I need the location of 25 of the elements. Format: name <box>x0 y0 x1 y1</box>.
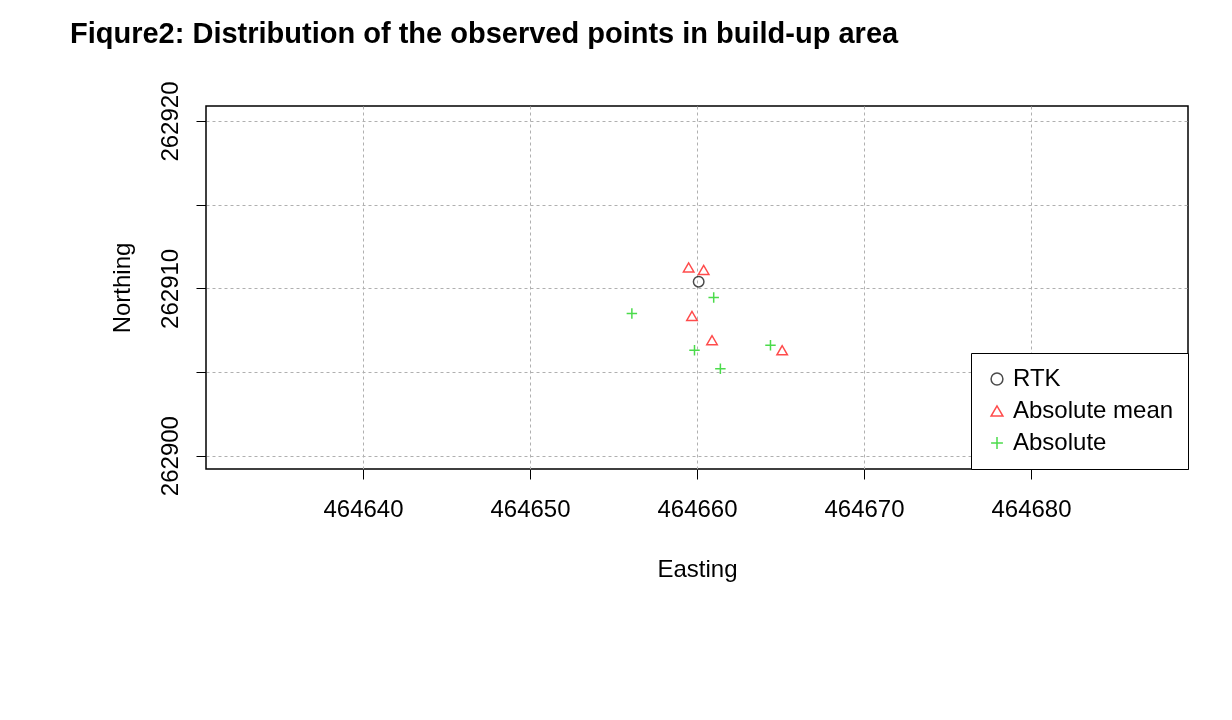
point <box>686 310 698 322</box>
y-tick-label: 262920 <box>155 81 183 162</box>
point <box>625 307 638 320</box>
point <box>692 275 705 288</box>
y-tick-label: 262910 <box>155 248 183 329</box>
x-tick-label: 464660 <box>657 494 738 522</box>
x-tick-label: 464670 <box>824 494 905 522</box>
x-tick-label: 464640 <box>323 494 404 522</box>
x-tick-label: 464680 <box>991 494 1072 522</box>
point <box>776 344 789 356</box>
y-axis-title: Northing <box>107 242 135 334</box>
legend-label: RTK <box>1013 364 1061 391</box>
legend-label: Absolute <box>1013 428 1107 455</box>
point <box>764 339 777 352</box>
legend-label: Absolute mean <box>1013 396 1174 423</box>
point <box>707 291 720 304</box>
chart-title: Fiqure2: Distribution of the observed points in build-up area <box>70 17 900 50</box>
point <box>714 362 727 375</box>
point <box>682 262 695 273</box>
point <box>688 344 701 357</box>
x-axis-title: Easting <box>657 554 738 582</box>
x-tick-label: 464650 <box>490 494 571 522</box>
point <box>706 334 719 346</box>
y-tick-label: 262900 <box>155 416 183 497</box>
point <box>697 264 710 276</box>
